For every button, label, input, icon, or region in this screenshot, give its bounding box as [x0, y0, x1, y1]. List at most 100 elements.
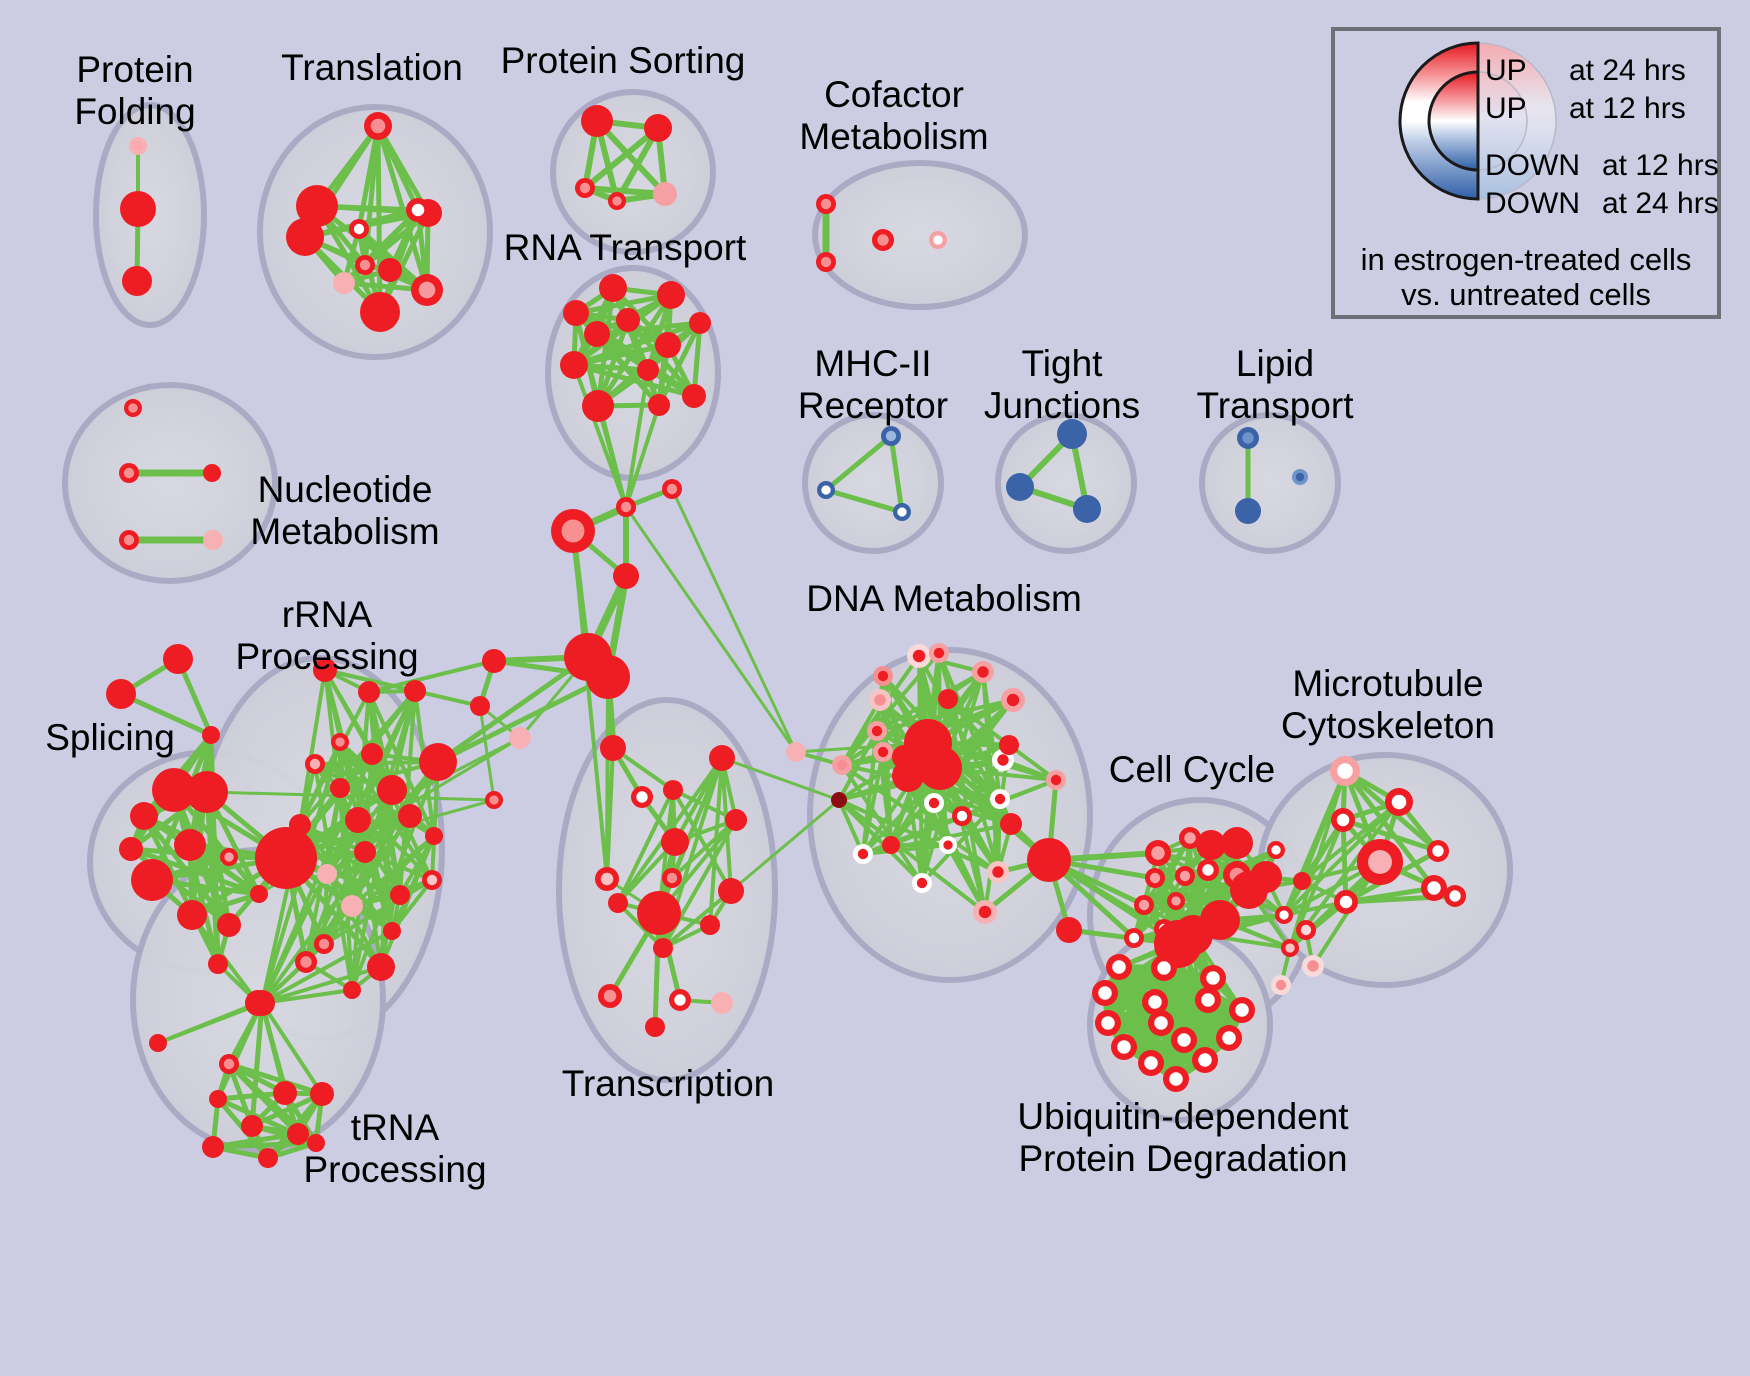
node-outer-ring: [637, 891, 681, 935]
legend-time-down-12: at 12 hrs: [1602, 149, 1719, 182]
edge: [571, 320, 703, 368]
node-outer-ring: [657, 281, 685, 309]
legend-caption-line1: in estrogen-treated cells: [1361, 242, 1692, 277]
network-node: [174, 829, 206, 861]
edge: [260, 689, 417, 1005]
network-node: [584, 321, 610, 347]
network-node: [1027, 838, 1071, 882]
network-node: [203, 530, 223, 550]
node-outer-ring: [419, 743, 457, 781]
node-outer-ring: [390, 885, 410, 905]
node-outer-ring: [383, 922, 401, 940]
network-node: [354, 841, 376, 863]
node-outer-ring: [1221, 827, 1253, 859]
network-node: [383, 922, 401, 940]
node-inner-core: [933, 647, 945, 659]
network-node: [1192, 1047, 1218, 1073]
network-node: [1197, 859, 1219, 881]
node-inner-core: [133, 141, 143, 151]
node-inner-core: [1184, 832, 1196, 844]
edge: [720, 756, 841, 802]
node-inner-core: [123, 467, 135, 479]
node-outer-ring: [644, 114, 672, 142]
network-node: [637, 359, 659, 381]
network-node: [406, 198, 430, 222]
network-node: [1092, 980, 1118, 1006]
node-outer-ring: [177, 900, 207, 930]
node-outer-ring: [377, 775, 407, 805]
network-node: [816, 194, 836, 214]
node-inner-core: [674, 994, 686, 1006]
network-node: [1134, 895, 1154, 915]
network-node: [648, 394, 670, 416]
network-node: [990, 789, 1010, 809]
network-node: [867, 721, 887, 741]
node-inner-core: [335, 737, 345, 747]
node-outer-ring: [130, 802, 158, 830]
network-node: [653, 938, 673, 958]
node-inner-core: [561, 519, 585, 543]
node-outer-ring: [999, 735, 1019, 755]
network-node: [1200, 965, 1226, 991]
edge: [260, 929, 394, 1005]
node-inner-core: [1144, 1056, 1158, 1070]
edge: [435, 674, 611, 765]
network-node: [209, 1090, 227, 1108]
network-node: [786, 742, 806, 762]
cluster-label-transcription: Transcription: [562, 1063, 774, 1104]
network-node: [296, 185, 338, 227]
network-node: [314, 934, 334, 954]
node-inner-core: [1006, 693, 1020, 707]
edge: [616, 788, 675, 905]
network-node: [149, 1034, 167, 1052]
node-outer-ring: [122, 266, 152, 296]
network-node: [929, 231, 947, 249]
network-node: [616, 308, 640, 332]
network-node: [1330, 756, 1360, 786]
cluster-region-lipid-transport: [1199, 412, 1341, 554]
node-inner-core: [994, 793, 1006, 805]
node-inner-core: [1235, 1003, 1249, 1017]
node-inner-core: [1198, 1053, 1212, 1067]
node-outer-ring: [152, 768, 196, 812]
network-node: [1334, 890, 1358, 914]
node-outer-ring: [255, 827, 317, 889]
node-outer-ring: [404, 680, 426, 702]
node-outer-ring: [786, 742, 806, 762]
network-node: [1385, 788, 1413, 816]
node-outer-ring: [563, 300, 589, 326]
network-node: [1293, 872, 1311, 890]
edge: [362, 207, 421, 268]
cluster-label-ubiquitin: Ubiquitin-dependent Protein Degradation: [1017, 1096, 1349, 1179]
node-inner-core: [1098, 986, 1112, 1000]
cluster-label-microtubule: Microtubule Cytoskeleton: [1281, 663, 1495, 746]
network-node: [893, 503, 911, 521]
edge: [435, 654, 591, 765]
node-outer-ring: [637, 359, 659, 381]
node-outer-ring: [307, 1134, 325, 1152]
network-node: [411, 274, 443, 306]
network-node: [924, 793, 944, 813]
network-node: [1111, 1034, 1137, 1060]
node-inner-core: [916, 877, 928, 889]
node-outer-ring: [1230, 871, 1268, 909]
node-inner-core: [600, 872, 614, 886]
node-outer-ring: [645, 1017, 665, 1037]
node-outer-ring: [310, 1082, 334, 1106]
node-outer-ring: [709, 745, 735, 771]
edge: [572, 363, 628, 509]
node-inner-core: [1202, 864, 1214, 876]
network-node: [1106, 954, 1132, 980]
edge: [837, 798, 1000, 874]
network-node: [1179, 827, 1201, 849]
network-node: [203, 464, 221, 482]
node-inner-core: [897, 507, 907, 517]
network-node: [1421, 875, 1447, 901]
node-inner-core: [912, 649, 926, 663]
cluster-label-mhc-ii: MHC-II Receptor: [798, 343, 948, 426]
node-inner-core: [992, 866, 1004, 878]
edge: [594, 320, 703, 337]
node-inner-core: [128, 403, 138, 413]
node-inner-core: [1117, 1040, 1131, 1054]
